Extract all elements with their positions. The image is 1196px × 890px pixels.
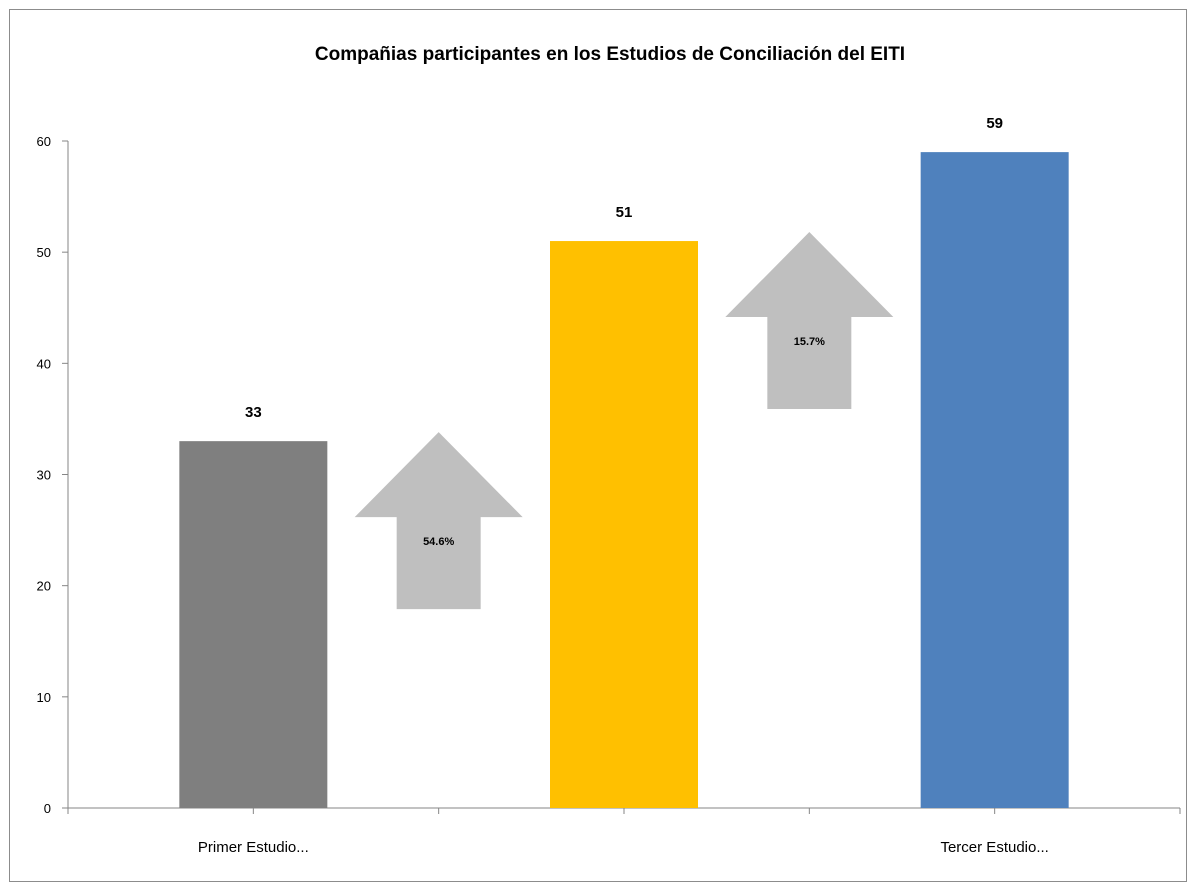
x-category-label: Primer Estudio... — [198, 839, 309, 856]
chart-title: Compañias participantes en los Estudios … — [315, 44, 905, 65]
y-tick-label: 10 — [37, 690, 51, 705]
y-tick-label: 50 — [37, 245, 51, 260]
x-category-label: Tercer Estudio... — [940, 839, 1048, 856]
bar-value-label: 33 — [245, 404, 262, 421]
growth-arrow-2 — [725, 232, 894, 410]
x-axis: Primer Estudio... Tercer Estudio... — [67, 807, 1181, 856]
bars: 33 51 59 — [179, 115, 1069, 809]
y-tick-label: 60 — [37, 134, 51, 149]
growth-arrows: 54.6% 15.7% — [354, 232, 894, 610]
growth-percent-label: 15.7% — [794, 336, 825, 348]
y-axis: 0 10 20 30 40 50 60 — [37, 134, 69, 816]
bar-1 — [179, 441, 328, 808]
y-tick-label: 20 — [37, 579, 51, 594]
growth-arrow-1 — [354, 432, 523, 610]
y-tick-label: 40 — [37, 356, 51, 371]
bar-value-label: 59 — [986, 115, 1003, 132]
growth-percent-label: 54.6% — [423, 536, 454, 548]
bar-2 — [550, 241, 698, 809]
y-tick-label: 0 — [44, 801, 51, 816]
bar-value-label: 51 — [616, 204, 633, 221]
bar-3 — [920, 152, 1069, 808]
y-tick-label: 30 — [37, 468, 51, 483]
